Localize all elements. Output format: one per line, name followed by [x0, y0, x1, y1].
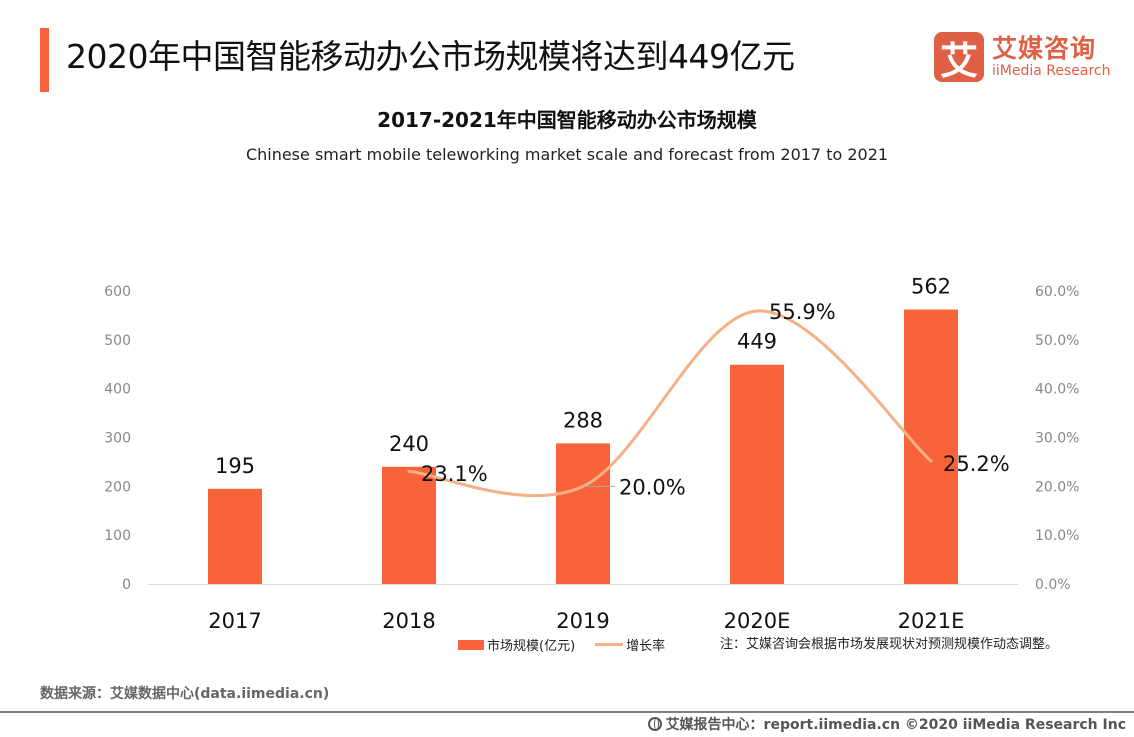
x-axis-label: 2017 — [208, 609, 261, 633]
right-axis-tick-label: 0.0% — [1035, 577, 1071, 593]
chart-title: 2017-2021年中国智能移动办公市场规模 — [377, 108, 757, 132]
legend-line-label: 增长率 — [626, 639, 666, 654]
growth-line-series — [407, 309, 933, 497]
line-value-label: 20.0% — [619, 475, 686, 499]
footer: 艾媒报告中心：report.iimedia.cn ©2020 iiMedia R… — [647, 714, 1126, 734]
bar-2018 — [382, 466, 436, 584]
right-axis-tick-label: 10.0% — [1035, 528, 1079, 544]
left-axis-tick-label: 0 — [122, 577, 131, 593]
x-axis-label: 2020E — [724, 609, 791, 633]
iimedia-logo: 艾 艾媒咨询 iiMedia Research — [934, 32, 1111, 83]
line-value-label: 55.9% — [769, 300, 836, 324]
bar-2021E — [904, 309, 958, 584]
footer-divider — [0, 711, 1134, 713]
right-axis-tick-label: 20.0% — [1035, 479, 1079, 495]
left-axis-tick-label: 100 — [104, 528, 131, 544]
bar-series — [208, 309, 958, 584]
left-axis-tick-label: 500 — [104, 333, 131, 349]
bar-value-label: 449 — [737, 330, 777, 354]
x-axis-label: 2019 — [556, 609, 609, 633]
x-axis-label: 2018 — [382, 609, 435, 633]
left-axis: 0 100 200 300 400 500 600 — [104, 284, 131, 593]
x-axis-label: 2021E — [898, 609, 965, 633]
left-axis-tick-label: 600 — [104, 284, 131, 300]
forecast-note: 注：艾媒咨询会根据市场发展现状对预测规模作动态调整。 — [720, 637, 1059, 652]
logo-en-name: iiMedia Research — [992, 63, 1111, 79]
left-axis-tick-label: 200 — [104, 479, 131, 495]
right-axis-tick-label: 30.0% — [1035, 431, 1079, 447]
legend-bar-swatch — [458, 639, 484, 650]
right-axis: 0.0% 10.0% 20.0% 30.0% 40.0% 50.0% 60.0% — [1035, 284, 1079, 593]
line-value-label: 25.2% — [943, 452, 1010, 476]
bar-value-label: 195 — [215, 454, 255, 478]
bar-value-label: 288 — [563, 408, 603, 432]
logo-text: 艾媒咨询 iiMedia Research — [992, 34, 1111, 80]
logo-icon: 艾 — [934, 32, 984, 83]
bar-value-label: 562 — [911, 275, 951, 299]
globe-icon — [647, 717, 662, 731]
bar-value-label: 240 — [389, 432, 429, 456]
legend-line-swatch — [595, 643, 624, 646]
right-axis-tick-label: 50.0% — [1035, 333, 1079, 349]
legend: 市场规模(亿元) 增长率 — [458, 635, 665, 654]
title-accent-bar — [40, 28, 49, 92]
bar-2020E — [730, 364, 784, 584]
right-axis-tick-label: 40.0% — [1035, 382, 1079, 398]
page-title: 2020年中国智能移动办公市场规模将达到449亿元 — [66, 37, 795, 76]
line-data-labels: 23.1% 20.0% 55.9% 25.2% — [421, 300, 1010, 499]
right-axis-tick-label: 60.0% — [1035, 284, 1079, 300]
growth-rate-line — [407, 309, 933, 497]
legend-bar-label: 市场规模(亿元) — [487, 639, 576, 654]
left-axis-tick-label: 300 — [104, 431, 131, 447]
logo-cn-name: 艾媒咨询 — [992, 34, 1097, 63]
chart-subtitle: Chinese smart mobile teleworking market … — [245, 145, 889, 164]
footer-text: 艾媒报告中心：report.iimedia.cn ©2020 iiMedia R… — [665, 717, 1126, 733]
bar-2017 — [208, 488, 262, 584]
x-axis-labels: 2017 2018 2019 2020E 2021E — [208, 609, 964, 633]
line-value-label: 23.1% — [421, 462, 488, 486]
left-axis-tick-label: 400 — [104, 382, 131, 398]
data-source: 数据来源：艾媒数据中心(data.iimedia.cn) — [40, 686, 330, 702]
bar-data-labels: 195 240 288 449 562 — [215, 275, 951, 478]
bar-2019 — [556, 443, 610, 584]
